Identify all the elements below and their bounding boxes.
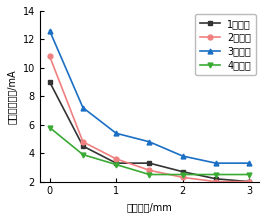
4号磁环 [214,173,217,176]
1号磁环 [247,180,251,183]
3号磁环 [148,141,151,143]
2号磁环 [181,176,184,179]
3号磁环 [181,155,184,157]
1号磁环 [81,145,85,147]
1号磁环 [214,177,217,180]
2号磁环 [148,169,151,171]
3号磁环 [81,106,85,109]
4号磁环 [181,173,184,176]
1号磁环 [181,170,184,173]
Line: 1号磁环: 1号磁环 [47,80,252,184]
4号磁环 [115,163,118,166]
2号磁环 [81,141,85,143]
Line: 3号磁环: 3号磁环 [47,28,252,166]
Legend: 1号磁环, 2号磁环, 3号磁环, 4号磁环: 1号磁环, 2号磁环, 3号磁环, 4号磁环 [195,14,256,75]
1号磁环 [148,162,151,164]
2号磁环 [48,55,51,58]
4号磁环 [148,173,151,176]
4号磁环 [48,126,51,129]
3号磁环 [247,162,251,164]
3号磁环 [115,132,118,135]
Y-axis label: 线芯感应电流/mA: 线芯感应电流/mA [7,69,17,124]
1号磁环 [48,81,51,83]
2号磁环 [214,180,217,183]
4号磁环 [81,153,85,156]
Line: 2号磁环: 2号磁环 [47,54,252,184]
Line: 4号磁环: 4号磁环 [47,125,252,177]
1号磁环 [115,162,118,164]
2号磁环 [115,157,118,160]
3号磁环 [214,162,217,164]
X-axis label: 气隙厉度/mm: 气隙厉度/mm [127,202,172,212]
3号磁环 [48,30,51,32]
2号磁环 [247,180,251,183]
4号磁环 [247,173,251,176]
